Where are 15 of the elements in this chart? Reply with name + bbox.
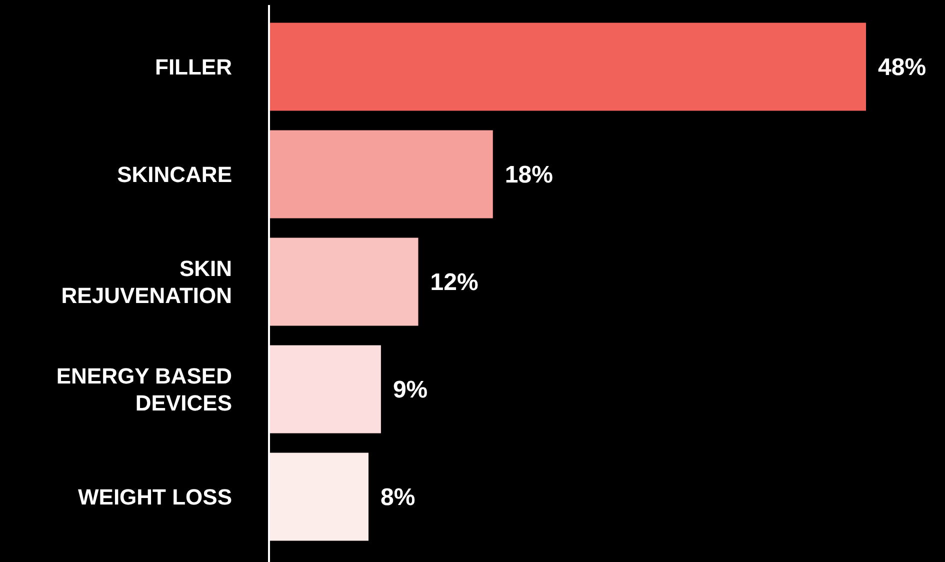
data-label: 12% [430, 269, 478, 296]
data-label: 48% [878, 54, 926, 82]
bar [269, 22, 866, 111]
data-label: 8% [380, 484, 416, 512]
y-tick-label: WEIGHT LOSS [78, 484, 232, 510]
y-tick-label: FILLER [155, 54, 232, 80]
y-tick-label: SKINCARE [117, 162, 232, 187]
y-tick-label: SKIN REJUVENATION [61, 256, 232, 308]
y-tick-label: ENERGY BASED DEVICES [56, 363, 232, 416]
bar [269, 345, 381, 434]
data-label: 18% [504, 162, 553, 189]
bar [269, 130, 493, 218]
bar [269, 452, 368, 541]
bar [269, 238, 418, 326]
data-label: 9% [392, 376, 428, 404]
